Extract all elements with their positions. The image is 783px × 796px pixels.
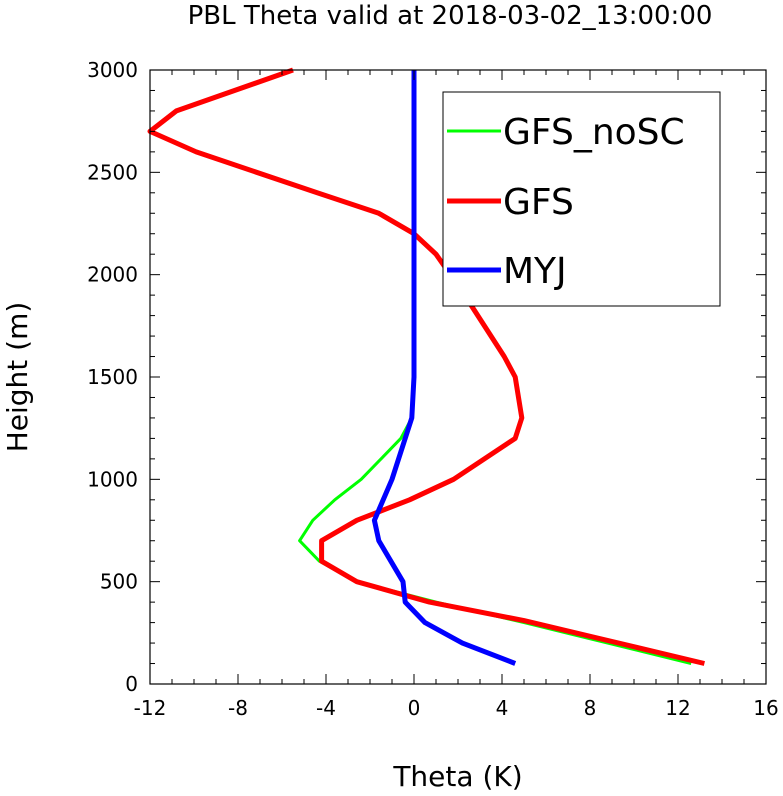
legend-label-gfs: GFS: [503, 182, 574, 223]
x-tick-label: 12: [665, 696, 690, 720]
legend-label-myj: MYJ: [503, 251, 567, 292]
x-tick-label: -8: [228, 696, 248, 720]
series-line-gfs: [147, 67, 705, 666]
series-layer: [147, 67, 705, 666]
x-axis-title: Theta (K): [392, 760, 522, 793]
y-tick-label: 2500: [87, 160, 138, 184]
chart-title: PBL Theta valid at 2018-03-02_13:00:00: [188, 1, 713, 31]
y-tick-label: 0: [125, 672, 138, 696]
x-tick-label: -12: [134, 696, 167, 720]
ticks-layer: [149, 69, 767, 685]
legend: GFS_noSC GFS MYJ: [442, 91, 721, 307]
y-tick-label: 3000: [87, 58, 138, 82]
tick-labels-layer: -12 -8 -4 0 4 8 12 16 0 500 1000 1500 2000 2500 3000: [87, 58, 779, 720]
x-tick-label: 4: [496, 696, 509, 720]
x-tick-label: 16: [753, 696, 778, 720]
y-tick-label: 2000: [87, 263, 138, 287]
y-tick-label: 1000: [87, 467, 138, 491]
y-tick-label: 500: [100, 570, 138, 594]
x-tick-label: -4: [316, 696, 336, 720]
series-line-myj: [371, 70, 517, 666]
x-tick-label: 0: [408, 696, 421, 720]
legend-label-gfs-nosc: GFS_noSC: [503, 112, 685, 153]
y-tick-label: 1500: [87, 365, 138, 389]
y-axis-title: Height (m): [1, 302, 34, 453]
x-tick-label: 8: [584, 696, 597, 720]
